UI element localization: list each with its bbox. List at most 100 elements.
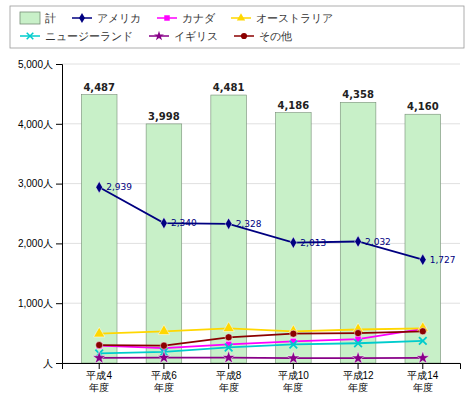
x-axis: 平成4年度 平成6年度 平成8年度 平成10年度 平成12年度 平成14年度 [63, 363, 461, 393]
x-tick: 平成4年度 [86, 363, 112, 393]
x-tick-mark [293, 363, 294, 369]
x-tick-mark [99, 363, 100, 369]
point [225, 218, 232, 230]
marks [81, 95, 440, 363]
x-tick: 平成8年度 [216, 363, 242, 393]
line [99, 341, 423, 354]
grid-line [62, 243, 460, 244]
bar [340, 102, 376, 363]
bar [81, 95, 117, 363]
point [351, 351, 364, 363]
point [290, 237, 297, 249]
x-tick-mark [358, 363, 359, 369]
bar-label: 4,186 [278, 100, 310, 111]
y-tick: 2,000人 [18, 238, 62, 249]
point [419, 337, 427, 345]
plot: 4,4873,9984,4814,1864,3584,1602,9392,340… [18, 59, 461, 393]
point [354, 339, 362, 347]
point [419, 254, 426, 266]
legend-marker [164, 15, 169, 20]
legend-label: アメリカ [97, 12, 141, 25]
point [355, 330, 362, 337]
legend: 計 アメリカ カナダ オーストラリアニュージーランド イギリス その他 [10, 6, 464, 48]
point [225, 334, 232, 341]
x-tick-label: 平成12年度 [343, 370, 375, 393]
bar-label: 4,481 [213, 82, 245, 93]
line [99, 357, 423, 359]
y-tick-label: 1,000人 [18, 298, 53, 309]
x-tick-label: 平成6年度 [151, 370, 177, 393]
x-tick: 平成12年度 [343, 363, 375, 393]
y-tick-mark [56, 303, 62, 304]
legend-label: オーストラリア [256, 12, 333, 25]
point [157, 351, 170, 363]
grid-line [62, 64, 460, 65]
point-label: 2,340 [171, 218, 197, 228]
y-tick-mark [56, 184, 62, 185]
legend-marker [237, 13, 245, 20]
line [99, 187, 423, 259]
legend-item: アメリカ [72, 12, 141, 25]
point [96, 181, 103, 193]
x-tick-label: 平成8年度 [216, 370, 242, 393]
legend-label: 計 [45, 12, 56, 25]
legend-marker [241, 33, 247, 39]
x-tick-mark [228, 363, 229, 369]
data-labels: 4,4873,9984,4814,1864,3584,1602,9392,340… [83, 82, 455, 265]
point [290, 330, 297, 337]
grid [62, 64, 460, 363]
y-tick-mark [56, 124, 62, 125]
point [160, 342, 167, 349]
point [290, 341, 298, 349]
point [419, 328, 426, 335]
x-tick-label: 平成4年度 [86, 370, 112, 393]
point [94, 327, 105, 337]
legend-box [10, 6, 464, 48]
line [99, 331, 423, 345]
point [93, 351, 106, 363]
y-tick-label: 4,000人 [18, 119, 53, 130]
point-label: 2,013 [300, 238, 326, 248]
chart: 計 アメリカ カナダ オーストラリアニュージーランド イギリス その他 4,487 3,998… [0, 0, 474, 405]
legend-item: その他 [234, 30, 292, 43]
y-tick: 3,000人 [18, 178, 62, 189]
legend-label: イギリス [174, 30, 218, 43]
legend-item: ニュージーランド [20, 30, 133, 43]
legend-marker [154, 31, 164, 40]
bar-label: 4,358 [342, 89, 374, 100]
point [355, 236, 362, 248]
y-tick-mark [56, 243, 62, 244]
y-tick: 5,000人 [18, 59, 62, 70]
legend-swatch [20, 12, 40, 24]
x-axis-line [63, 364, 461, 370]
point-label: 2,328 [236, 219, 262, 229]
bar-label: 4,487 [83, 82, 115, 93]
y-tick: 人 [43, 358, 62, 369]
legend-marker [27, 33, 34, 40]
point [96, 341, 103, 348]
point-label: 1,727 [430, 255, 456, 265]
x-tick-label: 平成14年度 [407, 370, 439, 393]
x-tick: 平成10年度 [278, 363, 310, 393]
y-tick-label: 人 [43, 358, 53, 369]
y-tick-label: 5,000人 [18, 59, 53, 70]
x-tick-mark [163, 363, 164, 369]
legend-marker [79, 13, 85, 23]
bar-label: 3,998 [148, 111, 180, 122]
point-label: 2,032 [365, 237, 391, 247]
y-tick-label: 2,000人 [18, 238, 53, 249]
legend-label: その他 [259, 30, 292, 43]
y-tick-mark [56, 363, 62, 364]
grid-line [62, 303, 460, 304]
legend-item: 計 [20, 12, 56, 25]
y-tick-mark [56, 64, 62, 65]
y-tick: 1,000人 [18, 298, 62, 309]
legend-item: オーストラリア [231, 12, 333, 25]
grid-line [62, 123, 460, 124]
legend-label: カナダ [182, 12, 216, 25]
legend-item: カナダ [157, 12, 216, 25]
bar [405, 114, 441, 363]
y-axis: 人 1,000人 2,000人 3,000人 4,000人 5,000人 [18, 59, 63, 369]
bar-label: 4,160 [407, 101, 439, 112]
bar [211, 95, 247, 363]
